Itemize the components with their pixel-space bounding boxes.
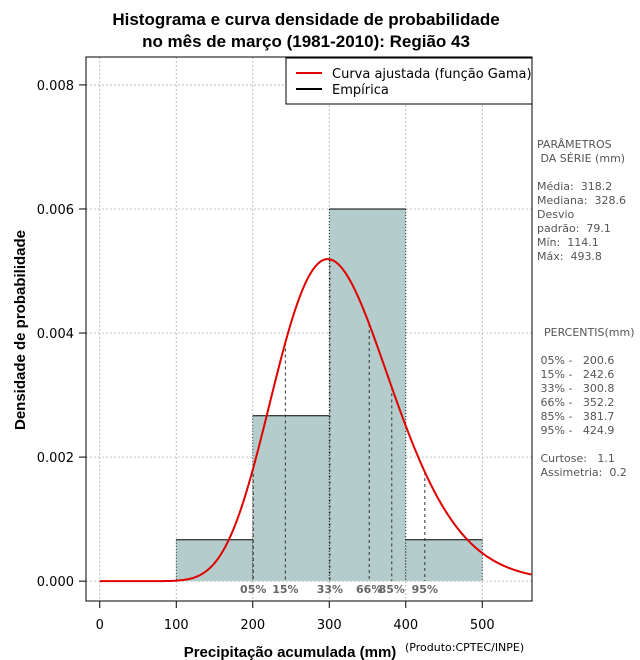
histogram-bars: [175, 208, 483, 582]
fitted-gamma-curve: [99, 258, 532, 583]
y-axis: 0.000 0.002 0.004 0.006 0.008: [37, 79, 86, 590]
percentil-33: 33% - 300.8: [537, 382, 614, 395]
fitted-curve: [99, 258, 532, 583]
percentil-85: 85% - 381.7: [537, 410, 614, 423]
histogram-bar-1: [252, 415, 330, 582]
percentile-lines: [252, 259, 426, 582]
legend-label-empirical: Empírica: [332, 83, 389, 98]
chart-title-line1: Histograma e curva densidade de probabil…: [112, 10, 499, 29]
x-axis-title: Precipitação acumulada (mm): [184, 644, 397, 660]
histogram-bar-2: [329, 208, 406, 582]
param-mediana: Mediana: 328.6: [537, 194, 626, 207]
percentile-label-0: 05%: [240, 583, 266, 596]
y-tick-label-3: 0.006: [37, 203, 74, 218]
param-desvio-line1: Desvio: [537, 208, 575, 221]
legend-box: [285, 57, 533, 105]
series-parameters-panel: PARÂMETROS DA SÉRIE (mm) Média: 318.2 Me…: [537, 138, 626, 263]
y-tick-label-1: 0.002: [37, 451, 74, 466]
param-max: Máx: 493.8: [537, 250, 602, 263]
y-tick-label-2: 0.004: [37, 327, 74, 342]
x-tick-label-0: 0: [96, 618, 104, 633]
percentile-label-4: 85%: [379, 583, 405, 596]
percentile-label-3: 66%: [356, 583, 382, 596]
x-tick-label-4: 400: [393, 618, 418, 633]
percentile-label-2: 33%: [317, 583, 343, 596]
param-desvio-line2: padrão: 79.1: [537, 222, 611, 235]
y-tick-label-4: 0.008: [37, 79, 74, 94]
percentil-05: 05% - 200.6: [537, 354, 614, 367]
chart-title-line2: no mês de março (1981-2010): Região 43: [142, 32, 470, 51]
percentile-label-1: 15%: [272, 583, 298, 596]
curtose: Curtose: 1.1: [537, 452, 615, 465]
percentile-label-5: 95%: [412, 583, 438, 596]
percentis-heading: PERCENTIS(mm): [544, 326, 635, 339]
histogram-bar-0: [176, 539, 253, 582]
percentil-15: 15% - 242.6: [537, 368, 614, 381]
params-heading-1: PARÂMETROS: [537, 138, 612, 151]
assimetria: Assimetria: 0.2: [537, 466, 627, 479]
y-tick-label-0: 0.000: [37, 575, 74, 590]
x-tick-label-1: 100: [164, 618, 189, 633]
percentil-95: 95% - 424.9: [537, 424, 614, 437]
x-tick-label-2: 200: [240, 618, 265, 633]
percentile-labels: 05% 15% 33% 66%85% 95%: [240, 583, 438, 596]
y-axis-title: Densidade de probabilidade: [12, 230, 29, 430]
param-media: Média: 318.2: [537, 180, 612, 193]
params-heading-2: DA SÉRIE (mm): [537, 152, 625, 165]
percentiles-panel: PERCENTIS(mm) 05% - 200.6 15% - 242.6 33…: [537, 326, 635, 479]
percentil-66: 66% - 352.2: [537, 396, 614, 409]
x-axis: 0 100 200 300 400 500: [96, 600, 495, 633]
param-min: Mín: 114.1: [537, 236, 599, 249]
legend: Curva ajustada (função Gama) Empírica: [285, 57, 533, 105]
x-tick-label-3: 300: [317, 618, 342, 633]
histogram-bar-3: [405, 539, 483, 582]
x-tick-label-5: 500: [470, 618, 495, 633]
legend-label-fitted: Curva ajustada (função Gama): [332, 67, 532, 82]
product-credit: (Produto:CPTEC/INPE): [405, 641, 524, 654]
